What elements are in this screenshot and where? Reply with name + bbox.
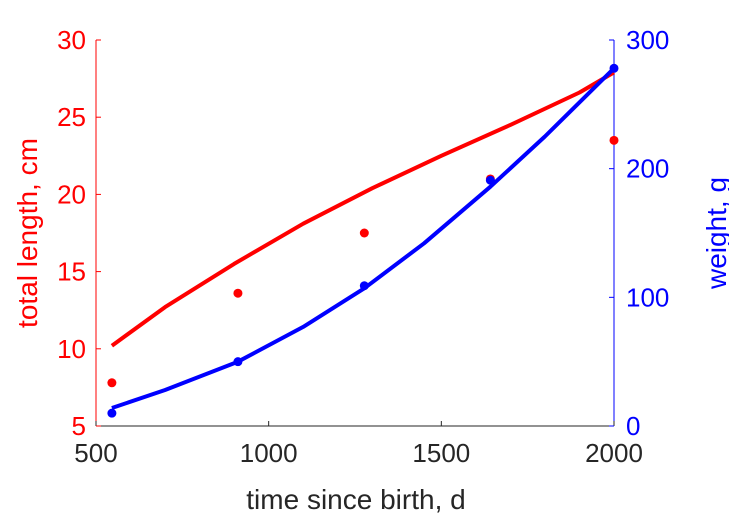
right-y-tick-label: 100 — [626, 282, 669, 312]
left-data-point — [359, 228, 369, 238]
left-data-point — [233, 288, 243, 298]
left-y-tick-label: 10 — [57, 334, 86, 364]
plot-area — [107, 63, 619, 418]
x-tick-label: 1000 — [240, 438, 298, 468]
right-fit-line — [111, 66, 616, 410]
x-tick-label: 2000 — [585, 438, 643, 468]
right-y-axis-label: weight, g — [701, 177, 729, 290]
left-y-tick-label: 30 — [57, 25, 86, 55]
right-data-point — [107, 408, 117, 418]
left-fit-line — [110, 70, 616, 348]
left-y-tick-label: 20 — [57, 179, 86, 209]
left-y-tick-label: 15 — [57, 257, 86, 287]
left-y-tick-label: 5 — [72, 411, 86, 441]
x-tick-label: 500 — [74, 438, 117, 468]
right-y-tick-label: 200 — [626, 154, 669, 184]
x-axis-label: time since birth, d — [246, 484, 465, 515]
left-data-point — [107, 378, 117, 388]
left-data-point — [609, 135, 619, 145]
right-y-tick-label: 0 — [626, 411, 640, 441]
left-y-axis-label: total length, cm — [12, 138, 43, 328]
axis-labels: time since birth, d total length, cm wei… — [12, 138, 729, 515]
x-tick-label: 1500 — [412, 438, 470, 468]
right-y-tick-label: 300 — [626, 25, 669, 55]
left-y-tick-label: 25 — [57, 102, 86, 132]
